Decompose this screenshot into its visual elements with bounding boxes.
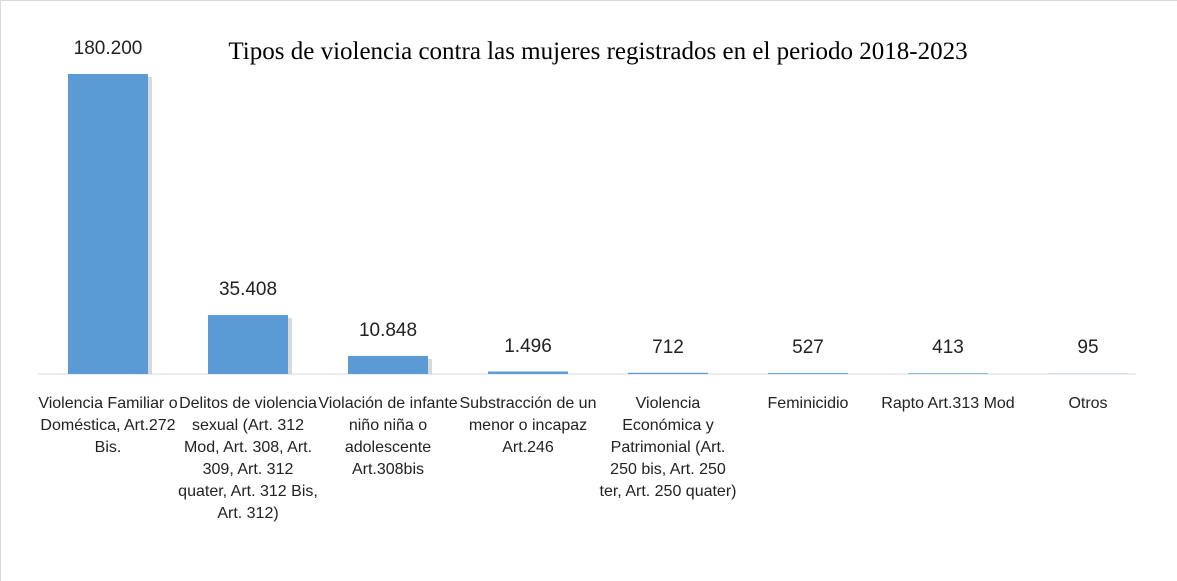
value-label: 95 bbox=[1077, 337, 1099, 358]
value-label: 180.200 bbox=[73, 38, 143, 59]
x-tick-label: Delitos de violencia sexual (Art. 312 Mo… bbox=[178, 395, 318, 522]
value-label: 527 bbox=[792, 337, 824, 358]
value-label: 35.408 bbox=[218, 279, 278, 301]
bar bbox=[348, 355, 428, 374]
bar bbox=[628, 372, 708, 374]
value-label: 413 bbox=[932, 337, 964, 358]
x-tick-label: Feminicidio bbox=[767, 395, 849, 412]
chart-title: Tipos de violencia contra las mujeres re… bbox=[228, 38, 968, 65]
bar bbox=[488, 371, 568, 374]
x-tick-label: Violencia Económica y Patrimonial (Art. … bbox=[599, 395, 737, 500]
value-label: 1.496 bbox=[504, 335, 552, 357]
x-tick-label: Rapto Art.313 Mod bbox=[881, 395, 1015, 412]
value-label: 10.848 bbox=[358, 319, 418, 341]
x-tick-label: Substracción de un menor o incapaz Art.2… bbox=[459, 395, 597, 456]
x-tick-label: Otros bbox=[1068, 395, 1108, 412]
bar bbox=[68, 74, 148, 374]
value-label: 712 bbox=[652, 336, 684, 358]
x-tick-label: Violencia Familiar o Doméstica, Art.272 … bbox=[38, 395, 178, 456]
bar bbox=[208, 315, 288, 374]
x-tick-label: Violación de infante niño niña o adolesc… bbox=[318, 395, 458, 478]
bar bbox=[768, 373, 848, 374]
bar bbox=[908, 373, 988, 374]
